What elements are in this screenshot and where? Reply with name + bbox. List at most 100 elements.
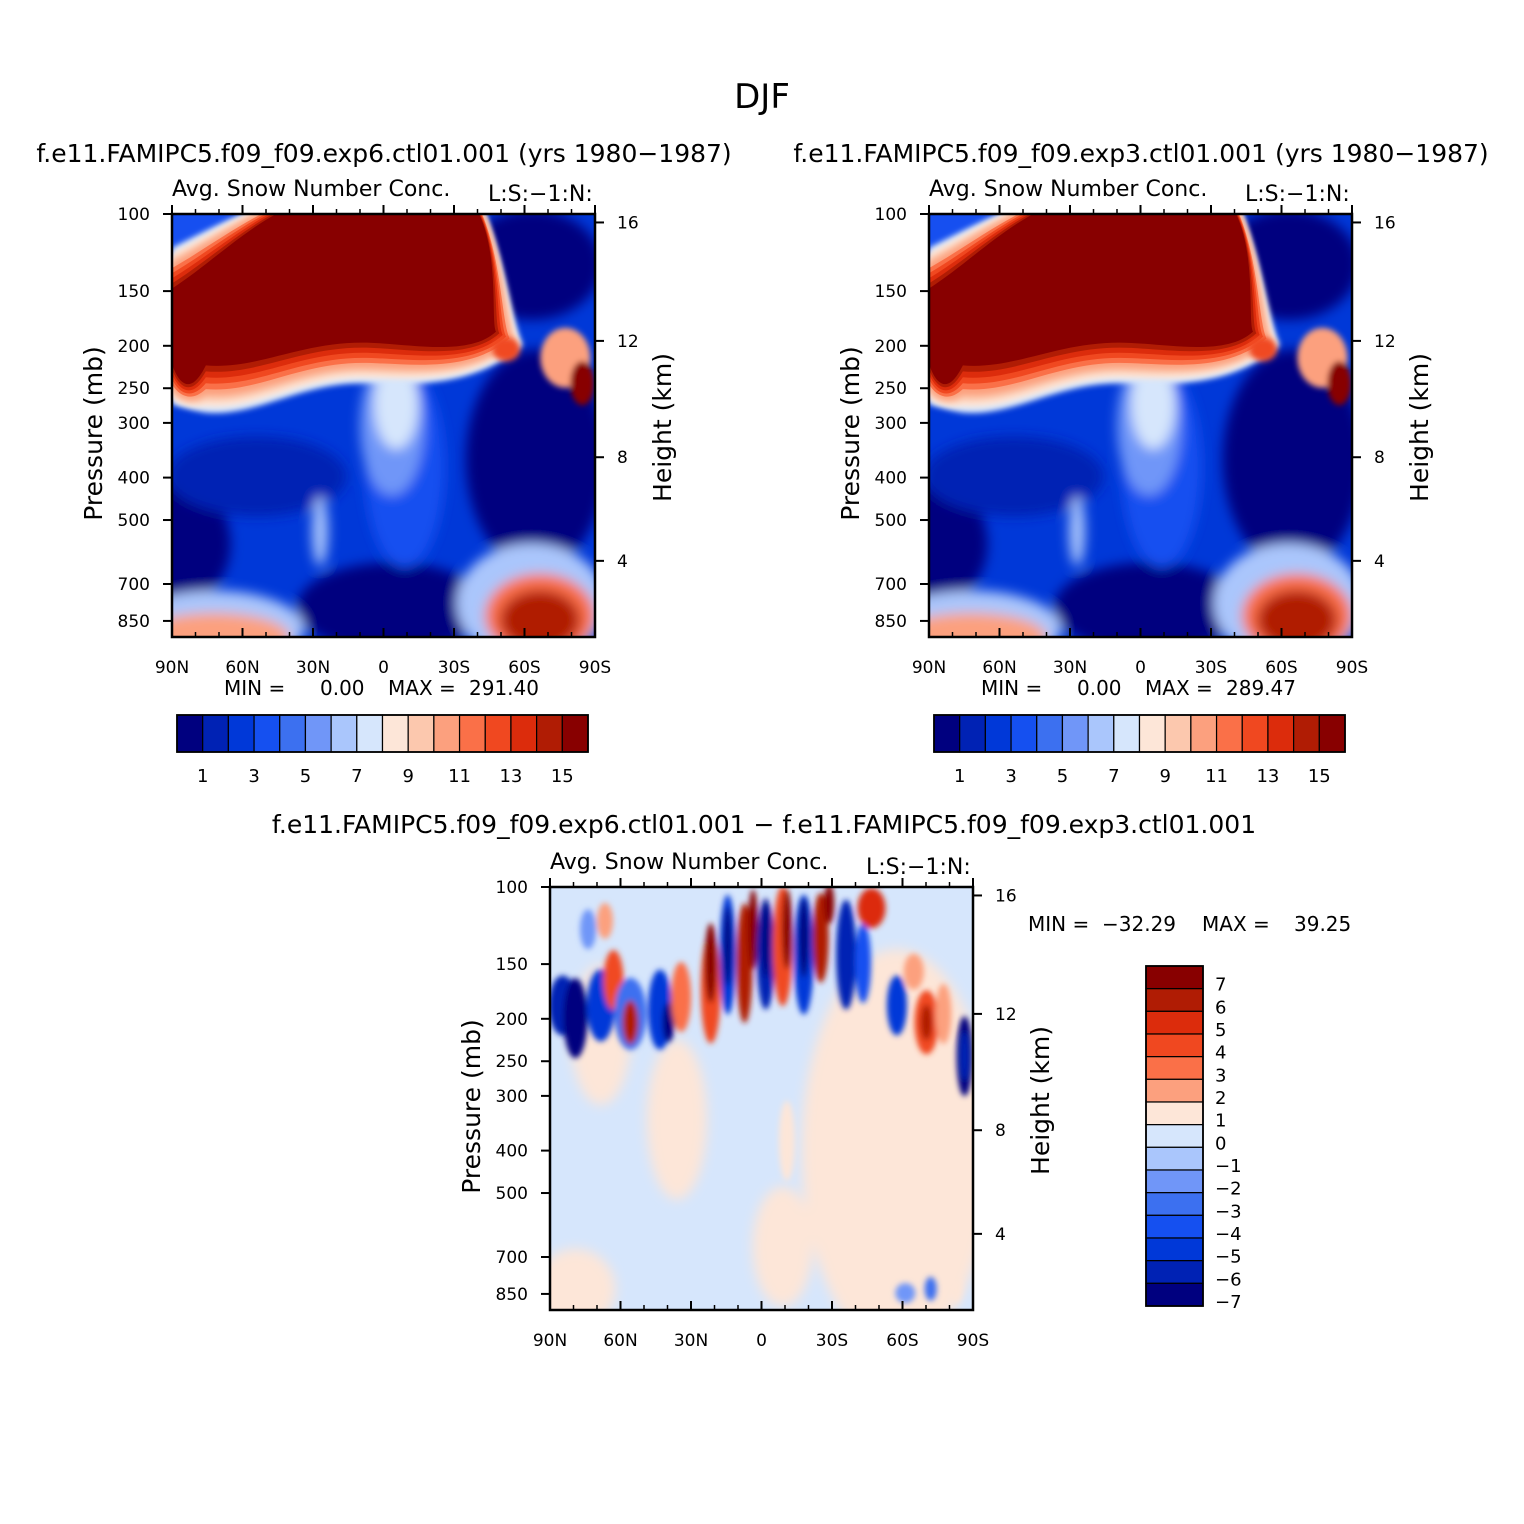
- colorbar-box: [330, 714, 358, 753]
- panel1-max-label: MAX =: [388, 676, 456, 700]
- colorbar-exp3: 1 3 5 7 9 11 13 15: [933, 714, 1346, 787]
- x-tick-label: 60N: [225, 658, 259, 678]
- colorbar-label: 1: [954, 766, 965, 787]
- y2-tick-label: 16: [995, 886, 1017, 906]
- panel2-min-value: 0.00: [1077, 676, 1122, 700]
- colorbar-box: [1145, 1192, 1204, 1216]
- y-tick-label: 700: [496, 1248, 528, 1268]
- y2-tick-label: 8: [1374, 448, 1385, 468]
- colorbar-label: 1: [1215, 1111, 1226, 1132]
- colorbar-box: [407, 714, 435, 753]
- x-tick-label: 60N: [982, 658, 1016, 678]
- y2-tick-label: 16: [1374, 213, 1396, 233]
- colorbar-box: [1138, 714, 1166, 753]
- colorbar-box: [561, 714, 589, 753]
- panel2-max-label: MAX =: [1145, 676, 1213, 700]
- colorbar-label: 7: [351, 766, 362, 787]
- colorbar-box: [984, 714, 1012, 753]
- y2-axis-title: Height (km): [1405, 353, 1434, 502]
- colorbar-box: [1318, 714, 1346, 753]
- colorbar-box: [1145, 1214, 1204, 1239]
- colorbar-box: [1061, 714, 1089, 753]
- panel-exp6: 90N 60N 30N 0 30S 60S 90S 100 150 200 250 300 400 500…: [79, 177, 677, 678]
- colorbar-label: 1: [197, 766, 208, 787]
- y-tick-label: 100: [875, 205, 907, 225]
- x-tick-label: 0: [378, 658, 389, 678]
- panel1-min-value: 0.00: [320, 676, 365, 700]
- x-tick-label: 90S: [957, 1331, 989, 1351]
- colorbar-box: [959, 714, 986, 753]
- colorbar-label: 11: [1205, 766, 1228, 787]
- colorbar-box: [1145, 965, 1204, 990]
- y-tick-label: 300: [496, 1087, 528, 1107]
- y-tick-label: 200: [118, 337, 150, 357]
- y-tick-label: 700: [875, 575, 907, 595]
- variable-code: L:S:−1:N:: [488, 182, 593, 207]
- panel-exp3: 90N 60N 30N 0 30S 60S 90S 100 150 200 250 300 400 500…: [836, 177, 1434, 678]
- colorbar-box: [279, 714, 307, 753]
- y2-tick-label: 16: [617, 213, 639, 233]
- x-tick-label: 0: [1135, 658, 1146, 678]
- y2-tick-label: 12: [1374, 332, 1396, 352]
- figure-title: DJF: [734, 77, 790, 117]
- variable-code: L:S:−1:N:: [1245, 182, 1350, 207]
- colorbar-box: [1010, 714, 1038, 753]
- y-tick-label: 100: [496, 878, 528, 898]
- x-tick-label: 30N: [674, 1331, 708, 1351]
- colorbar-label: 5: [1057, 766, 1068, 787]
- y-tick-label: 200: [496, 1010, 528, 1030]
- panel2-min-label: MIN =: [981, 676, 1042, 700]
- panel2-case-title: f.e11.FAMIPC5.f09_f09.exp3.ctl01.001 (yr…: [793, 139, 1488, 168]
- colorbar-box: [1293, 714, 1320, 753]
- y2-tick-label: 12: [617, 332, 639, 352]
- y2-tick-label: 4: [1374, 552, 1385, 572]
- y-tick-label: 200: [875, 337, 907, 357]
- y-tick-label: 850: [118, 612, 150, 632]
- colorbar-box: [1145, 1033, 1204, 1058]
- colorbar-box: [227, 714, 255, 753]
- colorbar-box: [304, 714, 332, 753]
- colorbar-box: [933, 714, 961, 753]
- colorbar-label: −4: [1215, 1224, 1242, 1245]
- colorbar-label: 5: [300, 766, 311, 787]
- colorbar-label: 13: [499, 766, 522, 787]
- colorbar-box: [1145, 1260, 1204, 1284]
- panel3-max-value: 39.25: [1294, 912, 1351, 936]
- panel1-max-value: 291.40: [469, 676, 539, 700]
- y-tick-label: 850: [875, 612, 907, 632]
- y-tick-label: 250: [118, 379, 150, 399]
- colorbar-label: 15: [1308, 766, 1331, 787]
- colorbar-label: −1: [1215, 1156, 1242, 1177]
- colorbar-box: [1036, 714, 1064, 753]
- colorbar-box: [1145, 1169, 1204, 1194]
- colorbar-label: −2: [1215, 1179, 1242, 1200]
- colorbar-box: [510, 714, 538, 753]
- y2-axis-title: Height (km): [648, 353, 677, 502]
- panel3-max-label: MAX =: [1202, 912, 1270, 936]
- x-tick-label: 30N: [1053, 658, 1087, 678]
- panel-difference: 90N 60N 30N 0 30S 60S 90S 100 150 200 250 300 400 500…: [457, 850, 1055, 1351]
- colorbar-label: 13: [1256, 766, 1279, 787]
- panel1-case-title: f.e11.FAMIPC5.f09_f09.exp6.ctl01.001 (yr…: [36, 139, 731, 168]
- y-tick-label: 300: [875, 414, 907, 434]
- colorbar-label: −7: [1215, 1292, 1242, 1313]
- colorbar-box: [484, 714, 512, 753]
- colorbar-box: [1087, 714, 1115, 753]
- y-tick-label: 250: [875, 379, 907, 399]
- panel2-max-value: 289.47: [1226, 676, 1296, 700]
- colorbar-label: 0: [1215, 1133, 1226, 1154]
- colorbar-box: [1145, 1056, 1204, 1080]
- colorbar-box: [458, 714, 486, 753]
- colorbar-box: [1145, 1124, 1204, 1148]
- variable-name: Avg. Snow Number Conc.: [929, 177, 1207, 202]
- y-axis-title: Pressure (mb): [79, 346, 108, 520]
- y-tick-label: 700: [118, 575, 150, 595]
- x-tick-label: 60S: [886, 1331, 918, 1351]
- x-tick-label: 30N: [296, 658, 330, 678]
- colorbar-box: [356, 714, 384, 753]
- y-tick-label: 850: [496, 1285, 528, 1305]
- colorbar-box: [1113, 714, 1141, 753]
- x-tick-label: 60N: [603, 1331, 637, 1351]
- y2-tick-label: 8: [617, 448, 628, 468]
